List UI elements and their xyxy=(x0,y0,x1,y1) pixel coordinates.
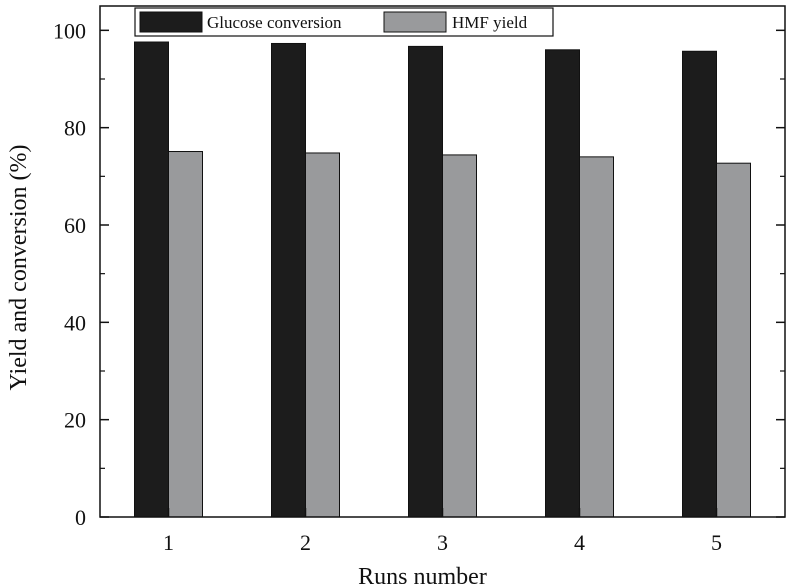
bar-hmf-yield-run-1 xyxy=(168,151,203,518)
bar-glucose-conversion-run-1 xyxy=(134,41,169,518)
bar-hmf-yield-run-3 xyxy=(442,154,477,518)
y-tick-label: 0 xyxy=(75,505,86,530)
bar-hmf-yield-run-5 xyxy=(716,162,751,518)
bar-glucose-conversion-run-5 xyxy=(682,50,717,518)
legend-swatch-hmf-yield xyxy=(383,11,447,33)
x-tick-label: 1 xyxy=(163,530,174,555)
legend: Glucose conversion HMF yield xyxy=(134,7,554,37)
legend-label-glucose-conversion: Glucose conversion xyxy=(207,13,342,32)
bar-glucose-conversion-run-4 xyxy=(545,49,580,518)
legend-swatch-glucose-conversion xyxy=(139,11,203,33)
y-tick-label: 40 xyxy=(64,310,86,335)
x-tick-label: 4 xyxy=(574,530,585,555)
legend-box xyxy=(134,7,554,37)
y-tick-label: 100 xyxy=(53,18,86,43)
bar-glucose-conversion-run-2 xyxy=(271,42,306,518)
bar-glucose-conversion-run-3 xyxy=(408,45,443,518)
bars-layer xyxy=(134,41,751,518)
x-tick-label: 3 xyxy=(437,530,448,555)
y-axis-title: Yield and conversion (%) xyxy=(6,145,32,391)
bar-hmf-yield-run-2 xyxy=(305,152,340,518)
y-tick-label: 80 xyxy=(64,116,86,141)
ticks-layer: 0 20 40 60 80 100 1 2 3 4 5 xyxy=(53,18,785,555)
y-tick-label: 20 xyxy=(64,408,86,433)
x-tick-label: 5 xyxy=(711,530,722,555)
y-tick-label: 60 xyxy=(64,213,86,238)
x-axis-title: Runs number xyxy=(358,564,487,588)
bar-hmf-yield-run-4 xyxy=(579,156,614,518)
x-tick-label: 2 xyxy=(300,530,311,555)
legend-label-hmf-yield: HMF yield xyxy=(452,13,528,32)
